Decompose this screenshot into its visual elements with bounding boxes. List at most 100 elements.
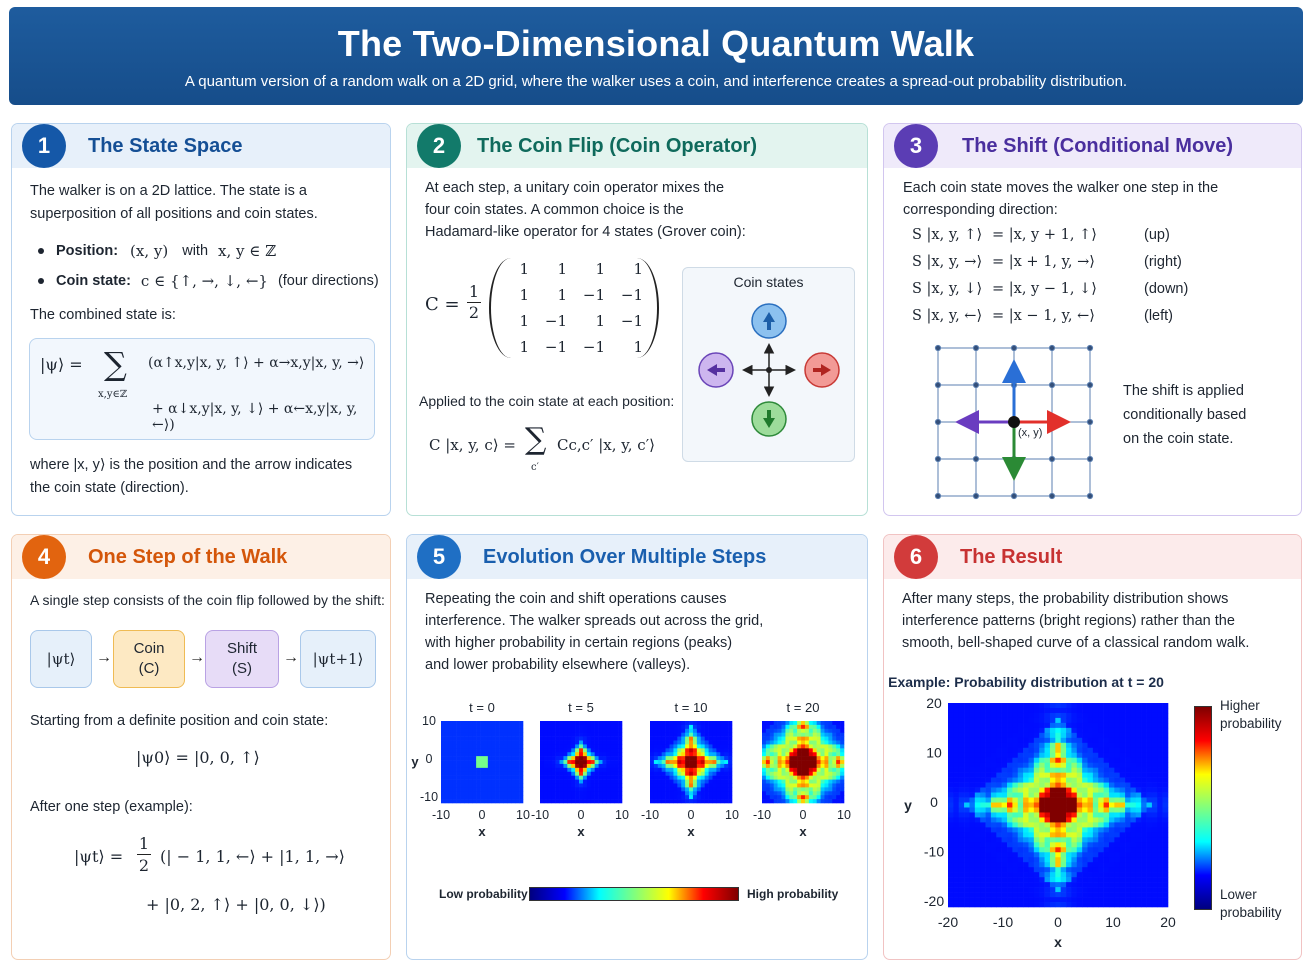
heatmap-cell [840,771,845,776]
heatmap-cell [547,760,553,765]
heatmap-cell [1001,717,1008,724]
heatmap-cell [602,767,607,773]
heatmap-cell [812,728,817,734]
heatmap-cell [559,732,564,737]
heatmap-cell [472,779,477,784]
heatmap-cell [503,763,508,769]
heatmap-cell [1060,842,1067,848]
heatmap-cell [1114,897,1121,903]
heatmap-cell [974,832,981,838]
heatmap-cell [563,728,568,734]
heatmap-cell [1119,802,1126,808]
heatmap-cell [1007,862,1013,868]
heatmap-cell [712,799,717,804]
heatmap-cell [1044,732,1051,739]
shift-rule: S |x, y, →⟩ = |x + 1, y, →⟩ (right) [912,254,1292,278]
cb-high-line: probability [1220,716,1282,731]
heatmap-cell [765,732,771,737]
heatmap-cell [1157,827,1163,833]
heatmap-cell [456,752,461,757]
apply-lhs: C |x, y, c⟩ = [429,436,516,454]
heatmap-cell [840,763,845,769]
heatmap-cell [974,752,981,759]
heatmap-cell [1135,737,1142,744]
heatmap-cell [1103,877,1110,883]
heatmap-cell [1162,842,1169,848]
heatmap-cell [812,787,817,792]
heatmap-cell [452,724,457,730]
heatmap-cell [618,787,623,792]
heatmap-cell [832,724,837,730]
heatmap-cell [696,771,702,776]
heatmap-cell [598,748,603,753]
heatmap-cell [582,728,588,734]
heatmap-cell [1114,832,1121,838]
heatmap-cell [1049,722,1056,729]
heatmap-cell [559,767,564,773]
matrix-cell: 1 [519,260,529,278]
heatmap-cell [567,752,572,757]
heatmap-cell [590,721,595,726]
heatmap-cell [448,763,454,769]
heatmap-cell [673,771,678,776]
heatmap-cell [1044,737,1051,744]
heatmap-cell [948,703,954,709]
y-tick-label: 10 [926,745,942,761]
heatmap-cell [974,712,981,719]
heatmap-cell [974,872,981,878]
heatmap-cell [1076,722,1083,729]
heatmap-cell [958,792,965,798]
heatmap-cell [1098,882,1104,888]
heatmap-cell [507,736,512,741]
lattice-node [934,455,942,463]
heatmap-cell [491,799,496,804]
heatmap-cell [996,852,1002,858]
heatmap-cell [1087,742,1094,749]
heatmap-cell [487,767,493,773]
heatmap-cell [1087,877,1094,883]
heatmap-cell [1017,792,1024,798]
heatmap-cell [1146,802,1153,808]
heatmap-cell [765,744,771,749]
heatmap-cell [540,744,545,749]
heatmap-cell [969,857,976,863]
heatmap-cell [1007,802,1013,808]
heatmap-cell [567,775,572,780]
heatmap-cell [969,877,976,883]
heatmap-cell [804,736,810,741]
heatmap-cell [1044,902,1051,908]
heatmap-cell [464,728,469,734]
heatmap-cell [1108,902,1115,908]
heatmap-cell [661,775,666,780]
heatmap-cell [980,822,986,828]
heatmap-cell [985,782,992,788]
heatmap-cell [1092,887,1099,893]
heatmap-cell [820,767,825,773]
heatmap-cell [720,771,725,776]
heatmap-cell [563,748,568,753]
heatmap-cell [551,763,556,769]
heatmap-cell [610,799,615,804]
heatmap-cell [762,795,767,800]
heatmap-cell [773,740,778,745]
heatmap-cell [816,756,821,761]
heatmap-cell [681,724,686,730]
heatmap-cell [476,795,481,800]
heatmap-cell [964,797,970,803]
heatmap-cell [1060,847,1067,853]
heatmap-cell [1092,722,1099,729]
heatmap-cell [1146,832,1153,838]
heatmap-cell [964,757,970,764]
heatmap-cell [996,722,1002,729]
heatmap-cell [990,757,997,764]
heatmap-cell [1162,832,1169,838]
heatmap-cell [1162,812,1169,818]
heatmap-cell [1028,752,1035,759]
heatmap-cell [781,799,786,804]
heatmap-cell [958,847,965,853]
heatmap-cell [456,799,461,804]
heatmap-cell [692,721,698,726]
heatmap-cell [602,732,607,737]
heatmap-cell [816,728,821,734]
